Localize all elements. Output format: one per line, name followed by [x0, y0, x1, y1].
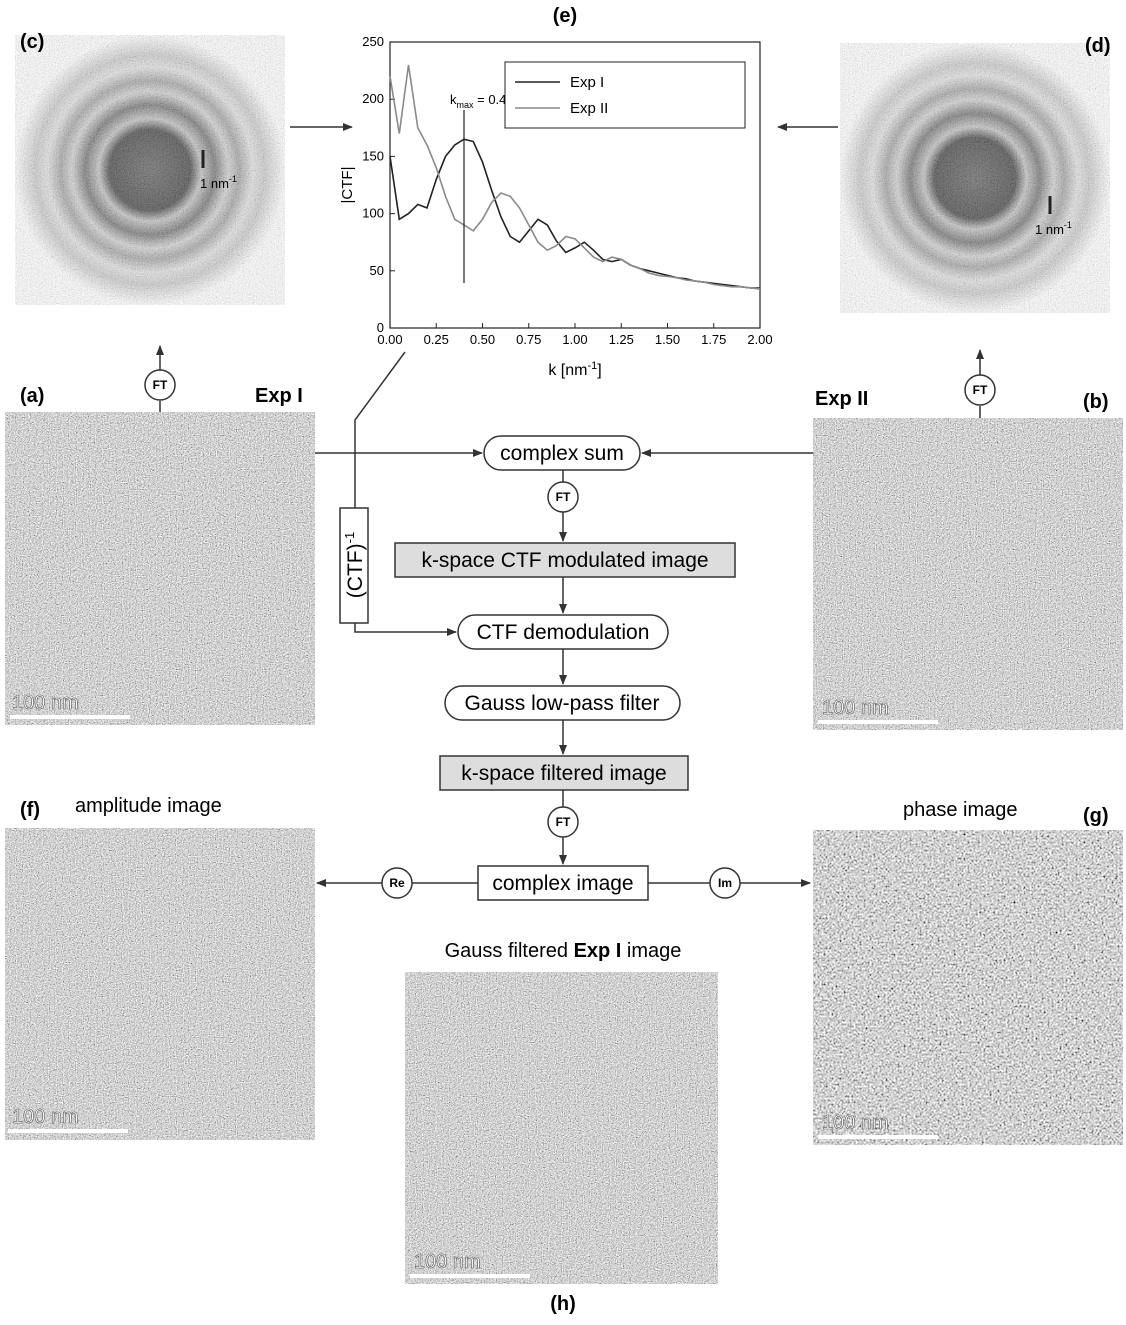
chart-title: (e) — [553, 5, 577, 27]
panel-label: (a) — [20, 385, 44, 407]
scale-label: 100 nm — [822, 697, 889, 719]
x-tick-label: 1.25 — [609, 332, 634, 347]
annotation-sub: max — [457, 100, 475, 110]
arrow — [355, 623, 456, 632]
node-label: k-space filtered image — [461, 762, 666, 785]
image-h — [405, 972, 718, 1284]
im-label: Im — [718, 876, 732, 890]
x-tick-label: 2.00 — [747, 332, 772, 347]
ft-label: FT — [556, 815, 571, 829]
y-tick-label: 0 — [377, 320, 384, 335]
x-tick-label: 1.75 — [701, 332, 726, 347]
x-tick-label: 1.00 — [562, 332, 587, 347]
x-tick-label: 0.75 — [516, 332, 541, 347]
node-label: CTF demodulation — [477, 621, 650, 644]
scale-label: 100 nm — [12, 692, 79, 714]
y-tick-label: 150 — [362, 148, 384, 163]
y-tick-label: 200 — [362, 91, 384, 106]
inverse-ctf-text: (CTF) — [344, 543, 367, 598]
ft-label: FT — [153, 378, 168, 392]
panel-label: (c) — [20, 31, 44, 53]
node-label: Gauss low-pass filter — [465, 692, 660, 715]
caption-part: image — [621, 940, 681, 962]
ft-label: FT — [556, 490, 571, 504]
panel-label: (h) — [550, 1293, 576, 1315]
figure: 1 nm-1 1 nm-1 (c) (d) (e)0.000.250.500.7… — [0, 0, 1126, 1320]
scale-text: 1 nm — [1035, 222, 1064, 237]
connector — [355, 352, 405, 508]
panel-caption: Gauss filtered Exp I image — [445, 940, 682, 962]
panel-label: (b) — [1083, 391, 1109, 413]
image-g — [813, 830, 1123, 1145]
legend-box — [505, 62, 745, 128]
panel-label: (d) — [1085, 35, 1111, 57]
x-tick-label: 0.25 — [424, 332, 449, 347]
scale-label: 100 nm — [822, 1112, 889, 1134]
panel-caption: Exp I — [255, 385, 303, 407]
x-axis-label: k [nm-1] — [548, 360, 601, 379]
panel-label: (f) — [20, 799, 40, 821]
x-label-end: ] — [597, 362, 601, 379]
scale-label: 100 nm — [12, 1106, 79, 1128]
image-a — [5, 412, 315, 725]
legend-label: Exp I — [570, 74, 604, 91]
panel-caption: phase image — [903, 799, 1018, 821]
scale-sup: -1 — [229, 174, 237, 184]
node-label: k-space CTF modulated image — [421, 549, 708, 572]
legend-label: Exp II — [570, 100, 608, 117]
ft-label: FT — [973, 383, 988, 397]
y-tick-label: 50 — [370, 263, 384, 278]
x-label-sup: -1 — [587, 360, 597, 372]
scale-label: 100 nm — [414, 1251, 481, 1273]
y-tick-label: 250 — [362, 34, 384, 49]
panel-label: (g) — [1083, 805, 1109, 827]
x-tick-label: 1.50 — [655, 332, 680, 347]
inverse-ctf-sup: -1 — [342, 532, 357, 544]
re-label: Re — [389, 876, 405, 890]
image-f — [5, 828, 315, 1140]
series-line — [390, 139, 760, 288]
node-label: complex sum — [500, 442, 624, 465]
panel-caption: amplitude image — [75, 795, 222, 817]
scale-text: 1 nm — [200, 176, 229, 191]
panel-caption: Exp II — [815, 388, 868, 410]
node-label: complex image — [492, 872, 633, 895]
diffraction-d — [840, 43, 1110, 313]
caption-part: Gauss filtered — [445, 940, 574, 962]
caption-part: Exp I — [574, 940, 622, 962]
y-axis-label: |CTF| — [339, 167, 356, 204]
x-tick-label: 0.50 — [470, 332, 495, 347]
image-b — [813, 418, 1123, 730]
y-tick-label: 100 — [362, 206, 384, 221]
scale-sup: -1 — [1064, 220, 1072, 230]
diffraction-c — [15, 35, 285, 305]
x-label-text: k [nm — [548, 362, 587, 379]
